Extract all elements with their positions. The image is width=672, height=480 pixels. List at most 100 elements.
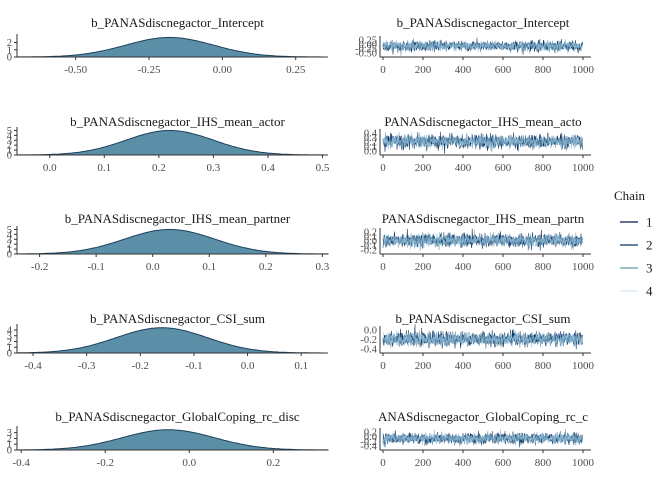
trace-ytick-label-2-4: -0.2 xyxy=(360,246,377,257)
density-ytick-label-2-5: 5 xyxy=(7,225,12,236)
density-xtick-label-4-0: -0.4 xyxy=(12,457,30,469)
density-xtick-label-3-1: -0.3 xyxy=(78,360,96,372)
trace-xtick-label-3-4: 800 xyxy=(535,360,552,372)
trace-ytick-label-2-0: 0.2 xyxy=(364,228,377,239)
legend-title: Chain xyxy=(614,188,646,203)
trace-xtick-label-1-3: 600 xyxy=(495,162,512,174)
trace-xtick-label-2-5: 1000 xyxy=(572,261,595,273)
density-xtick-label-4-1: -0.2 xyxy=(97,457,114,469)
trace-xtick-label-3-1: 200 xyxy=(415,360,432,372)
density-xtick-label-0-2: 0.00 xyxy=(213,64,233,76)
trace-ytick-label-4-3: -0.4 xyxy=(360,442,377,453)
trace-ytick-label-0-3: -0.50 xyxy=(355,49,377,60)
trace-xtick-label-2-4: 800 xyxy=(535,261,552,273)
trace-xtick-label-4-1: 200 xyxy=(415,457,432,469)
legend-label-4: 4 xyxy=(646,284,653,299)
density-area-3 xyxy=(16,327,328,354)
trace-title-4: ANASdiscnegactor_GlobalCoping_rc_c xyxy=(378,409,588,424)
density-xtick-label-2-5: 0.3 xyxy=(315,261,329,273)
trace-xtick-label-2-1: 200 xyxy=(415,261,432,273)
density-xtick-label-3-0: -0.4 xyxy=(24,360,42,372)
trace-chain-4-3 xyxy=(382,330,583,350)
trace-ytick-label-1-4: 0.0 xyxy=(364,147,377,158)
trace-ytick-label-1-2: 0.2 xyxy=(364,138,377,149)
trace-title-1: PANASdiscnegactor_IHS_mean_acto xyxy=(384,114,581,129)
trace-ytick-label-1-0: 0.4 xyxy=(364,129,378,140)
density-xtick-label-0-0: -0.50 xyxy=(64,64,87,76)
trace-ytick-label-2-2: 0.0 xyxy=(364,237,377,248)
trace-xtick-label-1-5: 1000 xyxy=(572,162,595,174)
density-area-2 xyxy=(16,229,329,255)
trace-xtick-label-3-3: 600 xyxy=(495,360,512,372)
density-ytick-label-1-2: 2 xyxy=(7,141,12,152)
trace-xtick-label-4-0: 0 xyxy=(380,457,386,469)
trace-xtick-label-0-2: 400 xyxy=(455,64,472,76)
legend-label-2: 2 xyxy=(646,238,653,253)
trace-xtick-label-4-2: 400 xyxy=(455,457,472,469)
density-xtick-label-1-5: 0.5 xyxy=(316,162,330,174)
density-ytick-label-3-2: 2 xyxy=(7,337,12,348)
density-ytick-label-1-3: 3 xyxy=(7,136,12,147)
trace-chain-4-1 xyxy=(382,132,583,153)
trace-xtick-label-1-2: 400 xyxy=(455,162,472,174)
trace-title-0: b_PANASdiscnegactor_Intercept xyxy=(397,15,570,30)
density-xtick-label-4-3: 0.2 xyxy=(266,457,280,469)
trace-xtick-label-3-5: 1000 xyxy=(572,360,595,372)
density-ytick-label-2-0: 0 xyxy=(7,250,12,261)
density-title-4: b_PANASdiscnegactor_GlobalCoping_rc_disc xyxy=(55,409,300,424)
density-title-3: b_PANASdiscnegactor_CSI_sum xyxy=(90,311,265,326)
density-xtick-label-2-2: 0.0 xyxy=(146,261,160,273)
density-xtick-label-3-5: 0.1 xyxy=(294,360,308,372)
trace-chain-4-0 xyxy=(382,39,583,54)
trace-title-2: PANASdiscnegactor_IHS_mean_partn xyxy=(382,211,585,226)
trace-title-3: b_PANASdiscnegactor_CSI_sum xyxy=(395,311,570,326)
trace-xtick-label-0-3: 600 xyxy=(495,64,512,76)
density-xtick-label-3-4: 0.0 xyxy=(241,360,255,372)
density-title-0: b_PANASdiscnegactor_Intercept xyxy=(91,15,264,30)
density-xtick-label-1-2: 0.2 xyxy=(152,162,166,174)
density-area-4 xyxy=(16,429,329,451)
legend-label-3: 3 xyxy=(646,261,653,276)
density-title-1: b_PANASdiscnegactor_IHS_mean_actor xyxy=(70,114,285,129)
density-ytick-label-3-3: 3 xyxy=(7,331,12,342)
trace-ytick-label-4-0: 0.2 xyxy=(364,428,377,439)
density-ytick-label-3-0: 0 xyxy=(7,349,12,360)
density-xtick-label-1-4: 0.4 xyxy=(261,162,275,174)
density-xtick-label-3-2: -0.2 xyxy=(132,360,149,372)
trace-ytick-label-1-3: 0.1 xyxy=(364,142,377,153)
density-ytick-label-4-2: 2 xyxy=(7,434,12,445)
trace-xtick-label-4-4: 800 xyxy=(535,457,552,469)
trace-xtick-label-1-1: 200 xyxy=(415,162,432,174)
trace-xtick-label-0-5: 1000 xyxy=(572,64,595,76)
trace-xtick-label-2-0: 0 xyxy=(380,261,386,273)
density-ytick-label-2-2: 2 xyxy=(7,240,12,251)
density-area-0 xyxy=(16,36,328,58)
density-xtick-label-1-3: 0.3 xyxy=(207,162,221,174)
density-xtick-label-2-0: -0.2 xyxy=(31,261,48,273)
density-ytick-label-1-4: 4 xyxy=(7,131,13,142)
density-title-2: b_PANASdiscnegactor_IHS_mean_partner xyxy=(65,211,291,226)
trace-xtick-label-0-1: 200 xyxy=(415,64,432,76)
trace-xtick-label-1-0: 0 xyxy=(380,162,386,174)
trace-ytick-label-4-1: 0.0 xyxy=(364,432,377,443)
density-xtick-label-1-1: 0.1 xyxy=(97,162,111,174)
density-ytick-label-2-3: 3 xyxy=(7,235,12,246)
density-ytick-label-4-3: 3 xyxy=(7,428,12,439)
density-ytick-label-0-0: 0 xyxy=(7,53,12,64)
trace-chain-4-2 xyxy=(382,229,583,250)
density-xtick-label-2-4: 0.2 xyxy=(259,261,273,273)
density-xtick-label-2-3: 0.1 xyxy=(202,261,216,273)
trace-xtick-label-2-3: 600 xyxy=(495,261,512,273)
trace-xtick-label-0-0: 0 xyxy=(380,64,386,76)
density-ytick-label-4-0: 0 xyxy=(7,446,12,457)
trace-ytick-label-3-2: -0.4 xyxy=(360,345,377,356)
trace-xtick-label-4-5: 1000 xyxy=(572,457,595,469)
trace-ytick-label-3-1: -0.2 xyxy=(360,335,377,346)
density-ytick-label-1-1: 1 xyxy=(7,146,12,157)
density-ytick-label-3-1: 1 xyxy=(7,343,12,354)
density-xtick-label-0-1: -0.25 xyxy=(138,64,161,76)
density-ytick-label-1-0: 0 xyxy=(7,151,12,162)
trace-ytick-label-2-3: -0.1 xyxy=(360,241,377,252)
density-ytick-label-4-1: 1 xyxy=(7,440,12,451)
trace-xtick-label-3-2: 400 xyxy=(455,360,472,372)
